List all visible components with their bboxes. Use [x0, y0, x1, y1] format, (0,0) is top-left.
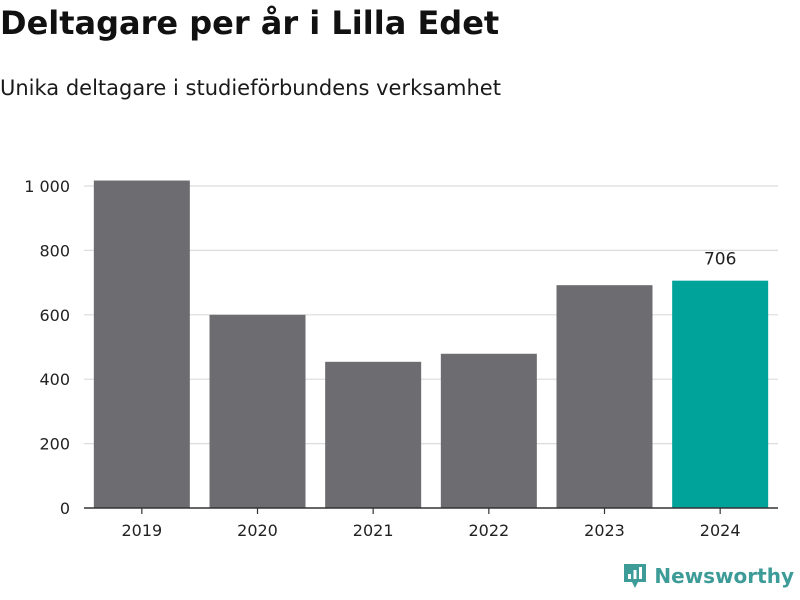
- y-tick-label: 600: [39, 306, 70, 325]
- y-tick-label: 1 000: [24, 177, 70, 196]
- gridlines: [84, 185, 778, 445]
- axes: [84, 507, 778, 514]
- y-tick-label: 200: [39, 435, 70, 454]
- bar-2024: [672, 280, 769, 508]
- x-tick-label: 2020: [237, 521, 278, 540]
- brand-name: Newsworthy: [654, 564, 794, 588]
- chart-title: Deltagare per år i Lilla Edet: [0, 4, 500, 42]
- chart-subtitle: Unika deltagare i studieförbundens verks…: [0, 76, 501, 100]
- x-tick-label: 2023: [584, 521, 625, 540]
- bar-2019: [93, 180, 190, 508]
- x-tick-label: 2024: [700, 521, 741, 540]
- bar-2022: [440, 353, 537, 508]
- newsworthy-logo-icon: [624, 564, 647, 588]
- x-tick-label: 2021: [353, 521, 394, 540]
- bar-2021: [325, 361, 422, 508]
- y-tick-label: 800: [39, 241, 70, 260]
- data-label: 706: [704, 250, 736, 270]
- bar-2020: [209, 314, 306, 508]
- labels: 0 200 400 600 800 1 000 2019 2020 2021 2022 2023 20…: [24, 177, 740, 540]
- bar-2023: [556, 285, 653, 508]
- y-tick-label: 400: [39, 370, 70, 389]
- newsworthy-branding: Newsworthy: [622, 562, 794, 590]
- y-tick-label: 0: [60, 499, 70, 518]
- x-tick-label: 2022: [468, 521, 509, 540]
- bars: [93, 180, 769, 508]
- x-tick-label: 2019: [121, 521, 162, 540]
